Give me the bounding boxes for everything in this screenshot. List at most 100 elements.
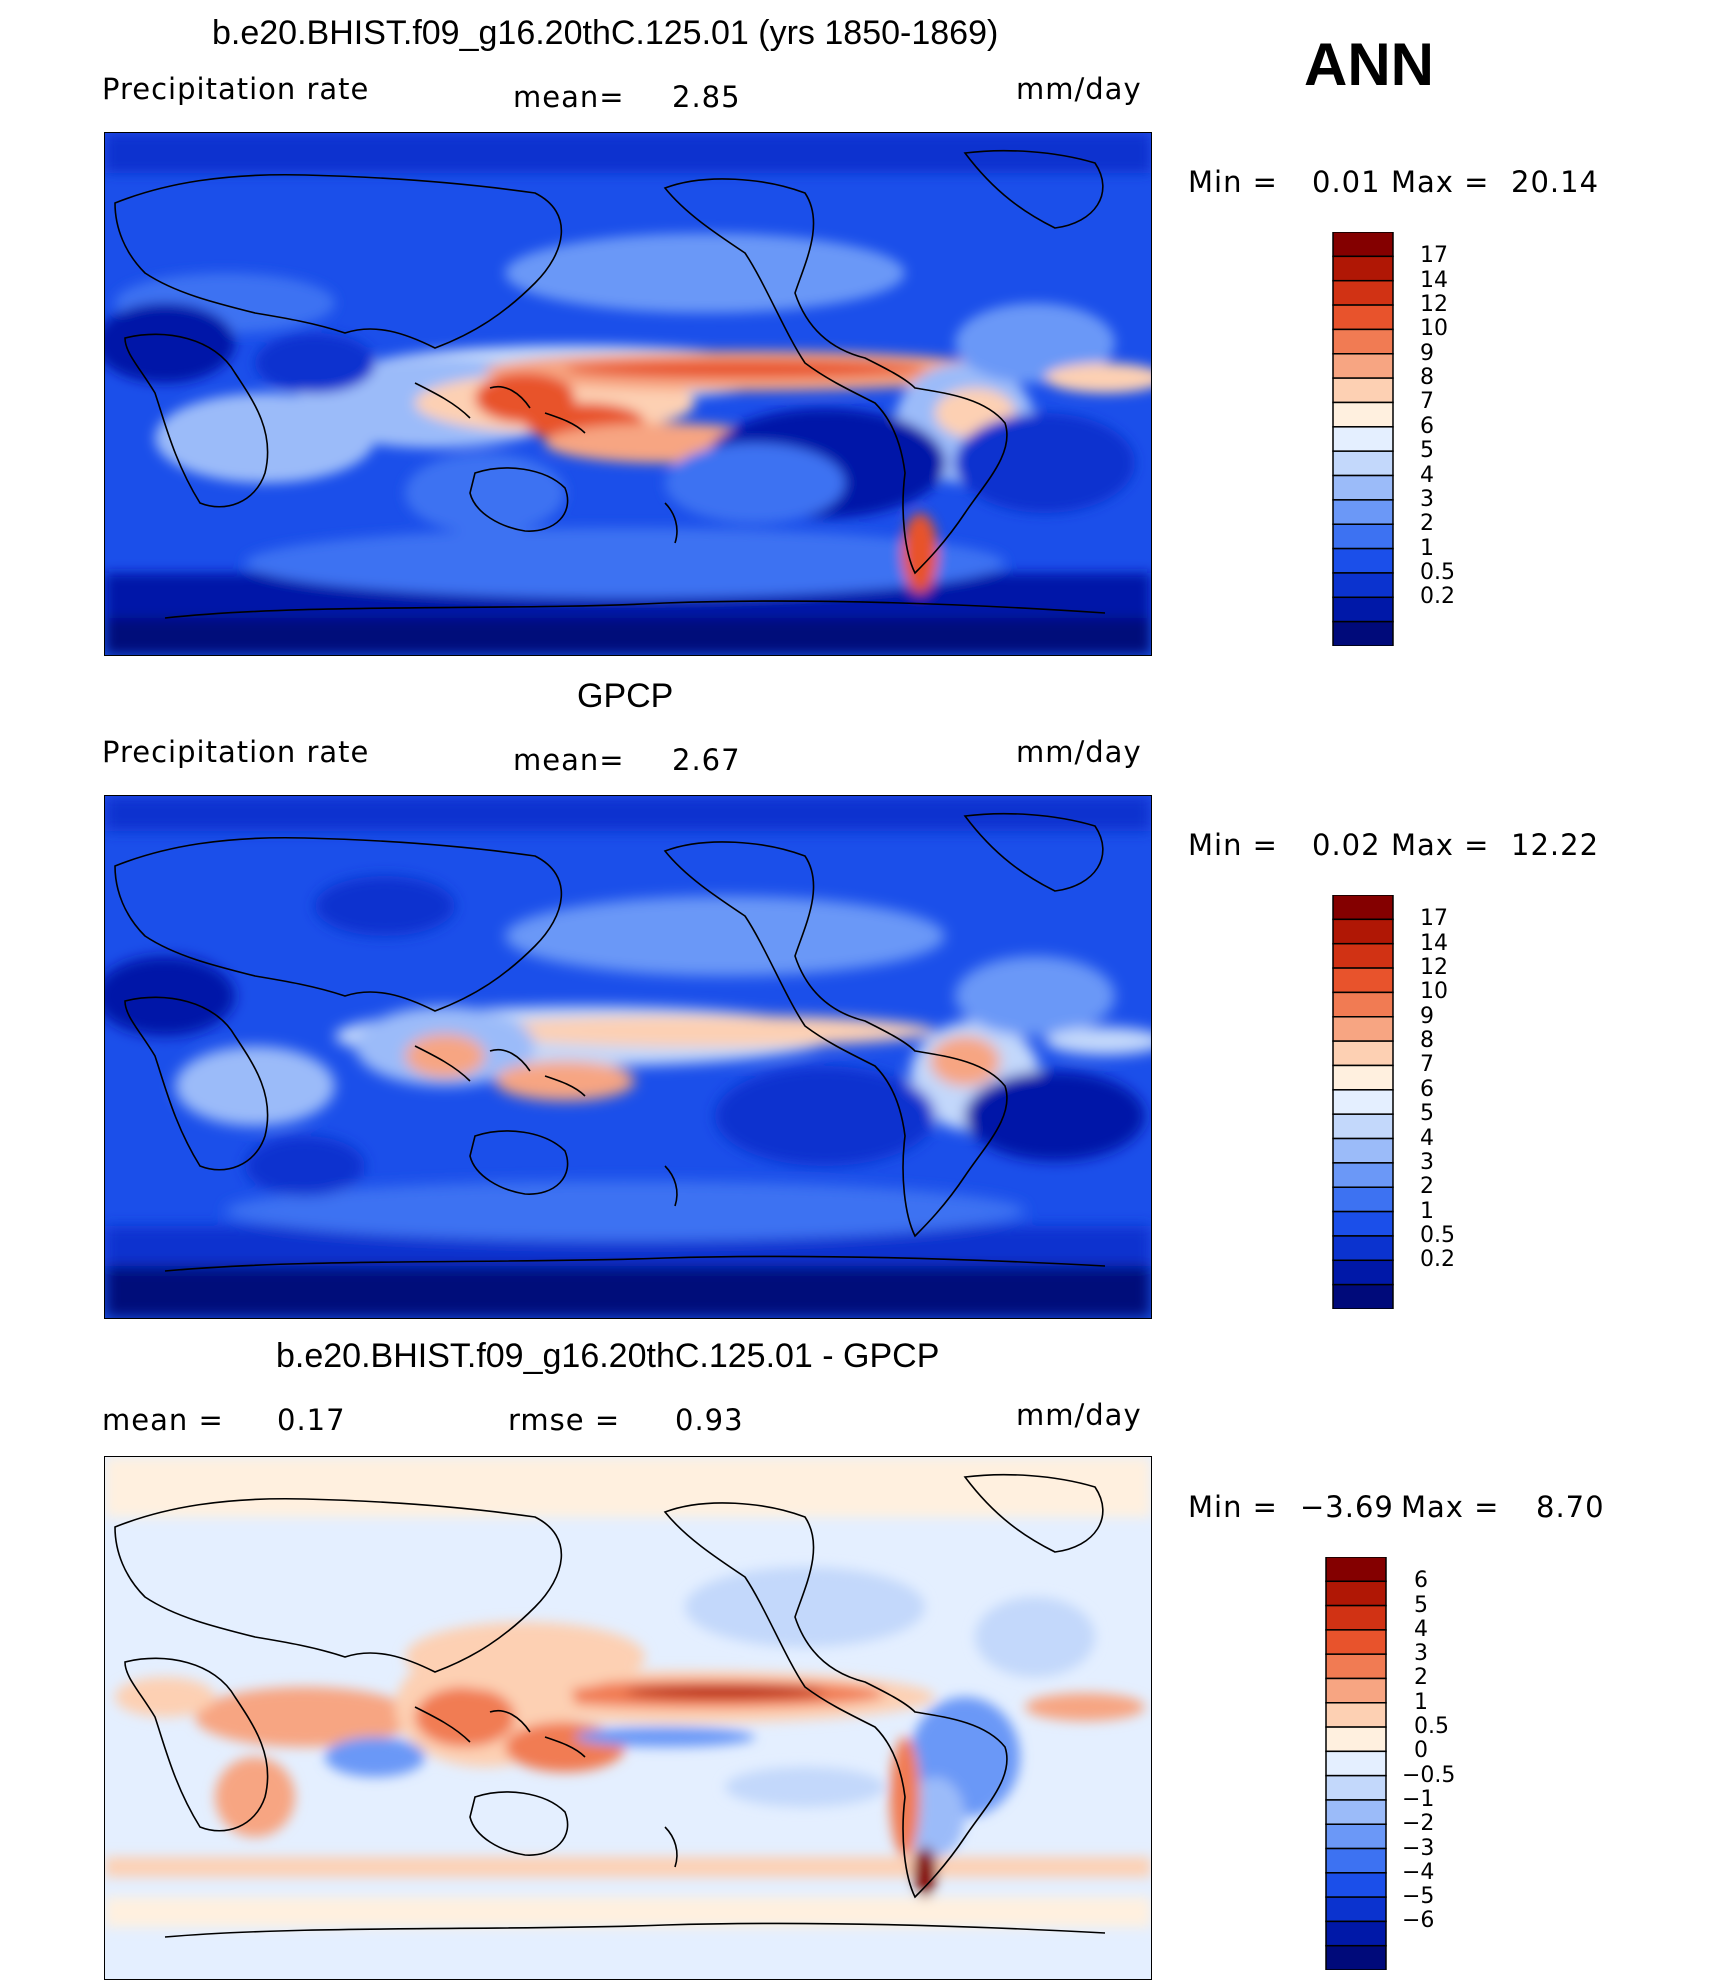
colorbar-swatch: [1332, 895, 1394, 921]
colorbar-swatch: [1325, 1653, 1387, 1680]
colorbar-swatch: [1325, 1557, 1387, 1583]
panel2-colorbar: [1332, 895, 1394, 1309]
panel2-map: [104, 795, 1152, 1319]
colorbar-swatch: [1332, 499, 1394, 525]
colorbar-tick-label: 3: [1414, 1641, 1428, 1667]
colorbar-tick-label: 0: [1414, 1738, 1428, 1764]
colorbar-tick-label: −4: [1402, 1859, 1435, 1885]
panel1-coastlines: [114, 149, 1106, 619]
colorbar-swatch: [1332, 401, 1394, 428]
colorbar-swatch: [1332, 1162, 1394, 1188]
colorbar-swatch: [1325, 1920, 1387, 1947]
colorbar-swatch: [1332, 377, 1394, 404]
colorbar-tick-label: −5: [1402, 1884, 1435, 1910]
colorbar-swatch: [1325, 1823, 1387, 1850]
colorbar-tick-label: −3: [1402, 1835, 1435, 1861]
panel3-map-field: [105, 1457, 1151, 1979]
colorbar-tick-label: 2: [1420, 1174, 1434, 1200]
colorbar-tick-label: 12: [1420, 955, 1448, 981]
colorbar-tick-label: 1: [1420, 535, 1434, 561]
colorbar-swatch: [1332, 304, 1394, 331]
colorbar-swatch: [1332, 474, 1394, 501]
panel3-colorbar-swatches: [1325, 1557, 1387, 1970]
colorbar-swatch: [1332, 1089, 1394, 1115]
panel3-title: b.e20.BHIST.f09_g16.20thC.125.01 - GPCP: [276, 1337, 940, 1375]
colorbar-swatch: [1325, 1677, 1387, 1704]
panel3-rmse-label: rmse =: [508, 1403, 621, 1437]
colorbar-tick-label: 3: [1420, 486, 1434, 512]
panel1-units: mm/day: [1016, 72, 1142, 106]
panel3-min-label: Min =: [1188, 1490, 1278, 1524]
panel1-map-field: [105, 133, 1151, 655]
colorbar-swatch: [1332, 596, 1394, 623]
panel3-min-value: −3.69: [1300, 1490, 1394, 1524]
panel3-rmse-value: 0.93: [675, 1403, 744, 1437]
colorbar-tick-label: 9: [1420, 340, 1434, 366]
colorbar-tick-label: 0.5: [1414, 1714, 1449, 1740]
colorbar-swatch: [1325, 1774, 1387, 1801]
colorbar-tick-label: 10: [1420, 979, 1448, 1005]
colorbar-swatch: [1332, 1064, 1394, 1091]
panel3-max-value: 8.70: [1536, 1490, 1605, 1524]
colorbar-swatch: [1332, 450, 1394, 477]
panel2-title: GPCP: [577, 677, 674, 715]
panel2-colorbar-swatches: [1332, 895, 1394, 1309]
colorbar-swatch: [1332, 523, 1394, 550]
panel3-map: [104, 1456, 1152, 1980]
colorbar-swatch: [1332, 1235, 1394, 1262]
colorbar-swatch: [1332, 620, 1394, 646]
colorbar-swatch: [1332, 255, 1394, 282]
colorbar-tick-label: −1: [1402, 1786, 1435, 1812]
colorbar-swatch: [1325, 1726, 1387, 1753]
colorbar-swatch: [1332, 942, 1394, 969]
colorbar-tick-label: 5: [1420, 438, 1434, 464]
panel2-map-field: [105, 796, 1151, 1318]
panel1-min-label: Min =: [1188, 165, 1278, 199]
panel1-colorbar-swatches: [1332, 232, 1394, 646]
colorbar-swatch: [1325, 1944, 1387, 1970]
colorbar-tick-label: 0.5: [1420, 559, 1455, 585]
colorbar-tick-label: 4: [1420, 1125, 1434, 1151]
colorbar-swatch: [1332, 991, 1394, 1018]
colorbar-tick-label: 14: [1420, 930, 1448, 956]
colorbar-swatch: [1332, 547, 1394, 574]
colorbar-swatch: [1332, 328, 1394, 355]
panel1-map: [104, 132, 1152, 656]
colorbar-swatch: [1332, 967, 1394, 994]
panel1-mean-value: 2.85: [672, 80, 741, 114]
colorbar-swatch: [1332, 1016, 1394, 1042]
colorbar-tick-label: 8: [1420, 1028, 1434, 1054]
colorbar-swatch: [1325, 1847, 1387, 1874]
colorbar-swatch: [1332, 1040, 1394, 1067]
panel1-colorbar: [1332, 232, 1394, 646]
panel2-variable-label: Precipitation rate: [102, 735, 370, 769]
panel1-colorbar-labels: 17 14 12 10 9 8 7 6 5 4 3 2 1 0.5 0.2: [1408, 232, 1488, 646]
panel1-min-value: 0.01: [1312, 165, 1381, 199]
colorbar-tick-label: 3: [1420, 1149, 1434, 1175]
panel2-colorbar-labels: 17 14 12 10 9 8 7 6 5 4 3 2 1 0.5 0.2: [1408, 895, 1488, 1309]
colorbar-tick-label: 1: [1420, 1198, 1434, 1224]
colorbar-tick-label: 8: [1420, 365, 1434, 391]
colorbar-tick-label: 6: [1420, 413, 1434, 439]
panel1-mean-label: mean=: [513, 80, 625, 114]
colorbar-swatch: [1332, 353, 1394, 379]
colorbar-swatch: [1332, 1259, 1394, 1286]
colorbar-tick-label: 0.2: [1420, 1247, 1455, 1273]
colorbar-swatch: [1332, 426, 1394, 452]
panel3-mean-value: 0.17: [277, 1403, 346, 1437]
panel2-max-label: Max =: [1391, 828, 1490, 862]
panel3-units: mm/day: [1016, 1398, 1142, 1432]
panel3-mean-label: mean =: [102, 1403, 224, 1437]
colorbar-swatch: [1332, 572, 1394, 599]
colorbar-swatch: [1325, 1702, 1387, 1728]
panel3-colorbar: [1325, 1557, 1387, 1970]
colorbar-tick-label: 5: [1414, 1592, 1428, 1618]
colorbar-tick-label: 7: [1420, 1052, 1434, 1078]
colorbar-swatch: [1332, 279, 1394, 306]
colorbar-tick-label: 2: [1420, 511, 1434, 537]
panel3-coastlines: [114, 1473, 1106, 1938]
colorbar-tick-label: 0.2: [1420, 584, 1455, 610]
panel2-mean-value: 2.67: [672, 743, 741, 777]
colorbar-swatch: [1332, 1186, 1394, 1213]
colorbar-tick-label: 2: [1414, 1665, 1428, 1691]
